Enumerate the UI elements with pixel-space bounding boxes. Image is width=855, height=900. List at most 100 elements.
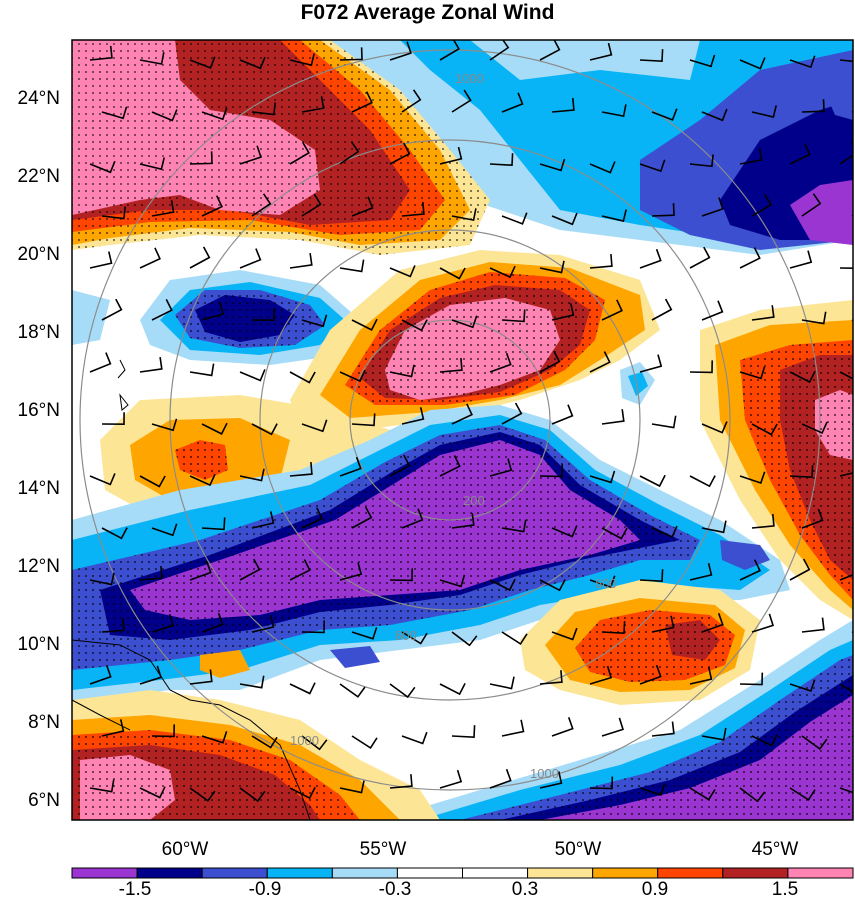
wind-barb [189,56,216,69]
range-ring-1000 [169,139,731,701]
wind-barb [739,471,766,485]
wind-barb [339,456,362,477]
wind-barb [351,506,373,529]
wind-barb [589,575,616,589]
wind-barb [101,412,125,426]
colorbar-label: 1.5 [772,879,798,900]
wind-barb [439,146,463,165]
wind-barb [289,787,316,800]
wind-barb [151,523,178,537]
lat-label: 18°N [18,322,60,343]
wind-barb [201,612,224,633]
wind-barb [801,735,828,751]
wind-barb [289,252,313,269]
wind-barb [289,371,316,384]
wind-barb [739,787,766,803]
wind-barb [639,354,663,373]
colorbar-swatch [396,867,463,879]
wind-barb [839,574,853,581]
colorbar-label: -1.5 [119,879,152,900]
wind-barb [489,40,510,61]
wind-barb [439,358,463,373]
wind-barb [401,731,428,745]
wind-barb [389,568,413,582]
range-rings [79,49,821,791]
wind-barb [351,91,373,113]
wind-barb [89,160,116,174]
wind-barb [751,734,778,747]
wind-barb [389,364,415,378]
wind-barb [839,683,853,694]
wind-barb [839,371,853,380]
colorbar-label: 0.3 [512,879,538,900]
wind-barb [639,474,666,488]
wind-barb [589,470,616,484]
wind-barb [289,53,315,67]
contour-fill-southeast-negative [380,620,853,820]
wind-barb [489,153,514,167]
wind-barb [651,203,675,217]
wind-barb [789,558,811,581]
wind-barb [151,724,175,738]
lat-label: 24°N [18,88,60,109]
coastline [72,359,311,820]
wind-barb [151,613,175,633]
wind-barb [489,265,516,279]
wind-barb [489,768,512,789]
wind-barb [101,618,125,633]
wind-barb [539,350,561,373]
wind-barb [301,419,328,433]
latitude-axis: 24°N 22°N 20°N 18°N 16°N 14°N 12°N 10°N … [18,88,60,811]
wind-barb [101,527,128,540]
wind-barb [401,407,425,425]
wind-barb [401,631,428,645]
wind-barb [439,267,466,280]
wind-barb [601,409,625,425]
colorbar-swatch [201,867,268,879]
wind-barb [401,319,428,332]
wind-barb [601,717,625,737]
wind-barb [389,683,416,699]
wind-barb [351,413,376,427]
lat-label: 6°N [28,790,60,811]
wind-barb [839,267,853,270]
wind-barb [239,369,266,382]
wind-barb [601,621,626,635]
map-area [72,40,853,820]
wind-barb [689,475,716,488]
wind-barb [589,161,616,174]
wind-barb [551,212,578,226]
colorbar-label: 0.9 [642,879,668,900]
wind-barb [189,151,213,165]
wind-barb [389,774,413,789]
wind-barb [751,105,777,118]
wind-barb [701,421,728,434]
wind-barb [501,631,528,646]
wind-barb [539,260,565,274]
colorbar [71,867,854,879]
wind-barb [389,41,412,61]
wind-barb [189,787,216,802]
lat-label: 12°N [18,556,60,577]
wind-barb [601,104,627,118]
wind-barb [301,620,325,634]
wind-barb [501,92,524,113]
wind-barb [639,664,662,685]
wind-barb [439,455,461,477]
colorbar-swatch [722,867,789,879]
colorbar-label: -0.9 [249,879,282,900]
lat-label: 14°N [18,478,60,499]
wind-barb [551,97,575,113]
wind-barb [739,366,766,380]
wind-barb [401,508,424,529]
wind-barb [301,507,323,529]
wind-barb [251,102,276,116]
ring-label-1000-c: 1000 [290,733,319,748]
wind-barb [439,40,460,61]
range-ring-labels: 200 600 600 1000 1000 1000 [290,71,617,781]
wind-barb [451,403,473,425]
wind-barb [301,96,325,113]
wind-barb [501,719,525,737]
wind-barb [439,574,466,588]
wind-barb [651,525,678,539]
